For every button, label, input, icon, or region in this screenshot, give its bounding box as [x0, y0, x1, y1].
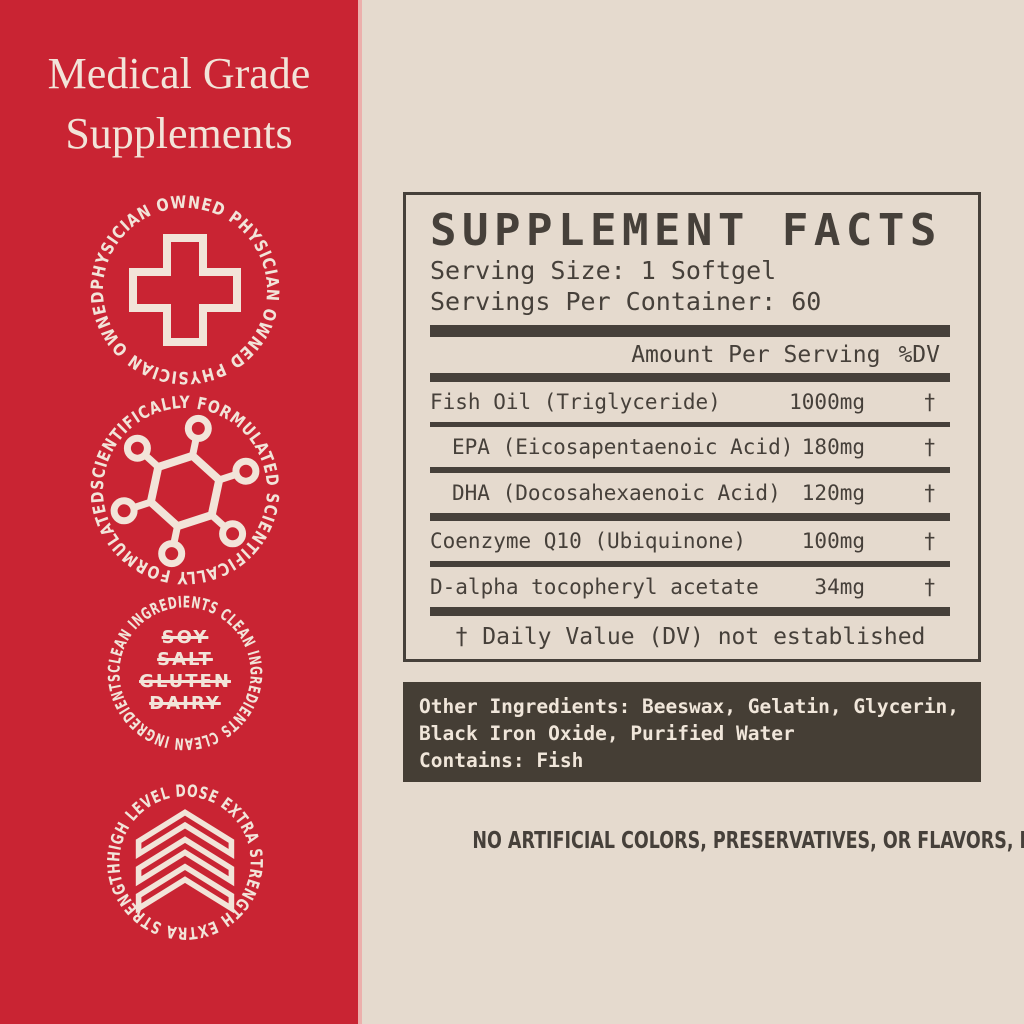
no-artificial-tagline: NO ARTIFICIAL COLORS, PRESERVATIVES, OR … [472, 828, 1024, 854]
panel-edge-divider [358, 0, 362, 1024]
ingredient-amount: 180mg [801, 435, 865, 459]
other-ingredients-box: Other Ingredients: Beeswax, Gelatin, Gly… [403, 682, 981, 782]
badge-clean-ingredients-svg: CLEAN INGREDIENTS CLEAN INGREDIENTS CLEA… [105, 593, 265, 753]
supplement-facts-title: SUPPLEMENT FACTS [430, 205, 942, 256]
excluded-salt: SALT [157, 649, 213, 670]
table-row-coq10: Coenzyme Q10 (Ubiquinone) 100mg † [430, 521, 950, 561]
ingredient-amount: 34mg [814, 575, 865, 599]
excluded-gluten: GLUTEN [139, 671, 231, 692]
medical-cross-icon [129, 234, 241, 346]
ingredient-dv: † [923, 575, 936, 599]
badge-clean-ingredients: CLEAN INGREDIENTS CLEAN INGREDIENTS CLEA… [105, 593, 265, 753]
ingredient-amount: 100mg [801, 529, 865, 553]
daily-value-footnote: † Daily Value (DV) not established [454, 623, 926, 650]
divider-bar [430, 422, 950, 427]
other-ingredients-line1: Other Ingredients: Beeswax, Gelatin, Gly… [419, 695, 960, 718]
ingredient-amount: 120mg [801, 481, 865, 505]
chevrons-up-icon [135, 809, 235, 914]
divider-bar-thick [430, 373, 950, 382]
amount-per-serving-header: Amount Per Serving %DV [430, 337, 950, 373]
table-row-fish-oil: Fish Oil (Triglyceride) 1000mg † [430, 382, 950, 422]
brand-title: Medical Grade Supplements [0, 44, 358, 164]
badge-physician-owned-ring: PHYSICIAN OWNED PHYSICIAN OWNED PHYSICIA… [88, 193, 282, 387]
ingredient-dv: † [923, 529, 936, 553]
ingredient-dv: † [923, 481, 936, 505]
divider-bar-thick [430, 325, 950, 337]
ingredient-amount: 1000mg [789, 390, 865, 414]
percent-dv-label: %DV [898, 342, 940, 368]
brand-title-line1: Medical Grade [47, 49, 311, 98]
ingredient-name: DHA (Docosahexaenoic Acid) [452, 481, 781, 505]
other-ingredients-line2: Black Iron Oxide, Purified Water [419, 722, 795, 745]
divider-bar-thick [430, 607, 950, 616]
supplement-facts-panel: SUPPLEMENT FACTS Serving Size: 1 Softgel… [403, 192, 981, 662]
brand-title-line2: Supplements [65, 109, 293, 158]
servings-per-container: Servings Per Container: 60 [430, 287, 822, 316]
label-content-column: SUPPLEMENT FACTS Serving Size: 1 Softgel… [362, 0, 1024, 1024]
amount-per-serving-label: Amount Per Serving [631, 342, 881, 368]
ingredient-dv: † [923, 435, 936, 459]
badge-physician-owned-svg: PHYSICIAN OWNED PHYSICIAN OWNED PHYSICIA… [88, 193, 282, 387]
strikethrough-word-list: SOY SALT GLUTEN DAIRY [105, 627, 265, 715]
ingredient-name: Fish Oil (Triglyceride) [430, 390, 721, 414]
ingredient-name: Coenzyme Q10 (Ubiquinone) [430, 529, 747, 553]
badge-physician-owned: PHYSICIAN OWNED PHYSICIAN OWNED PHYSICIA… [85, 190, 285, 390]
table-row-dha: DHA (Docosahexaenoic Acid) 120mg † [430, 473, 950, 513]
table-row-epa: EPA (Eicosapentaenoic Acid) 180mg † [430, 427, 950, 467]
badge-high-level-dose: HIGH LEVEL DOSE EXTRA STRENGTH EXTRA STR… [105, 782, 265, 942]
divider-bar [430, 467, 950, 473]
divider-bar [430, 561, 950, 567]
table-row-vitamin-e: D-alpha tocopheryl acetate 34mg † [430, 567, 950, 607]
ingredient-name: D-alpha tocopheryl acetate [430, 575, 759, 599]
other-ingredients-line3: Contains: Fish [419, 749, 584, 772]
ingredient-name: EPA (Eicosapentaenoic Acid) [452, 435, 794, 459]
badge-scientifically-formulated: SCIENTIFICALLY FORMULATED SCIENTIFICALLY… [85, 390, 285, 590]
badge-scientifically-formulated-ring: SCIENTIFICALLY FORMULATED SCIENTIFICALLY… [88, 393, 282, 587]
red-side-panel: Medical Grade Supplements PHYSICIAN OWNE… [0, 0, 358, 1024]
badge-high-level-dose-ring: HIGH LEVEL DOSE EXTRA STRENGTH EXTRA STR… [105, 782, 265, 942]
ingredient-dv: † [923, 390, 936, 414]
badge-high-level-dose-svg: HIGH LEVEL DOSE EXTRA STRENGTH EXTRA STR… [105, 782, 265, 942]
molecule-icon [110, 414, 260, 568]
divider-bar [430, 513, 950, 521]
badge-scientifically-formulated-svg: SCIENTIFICALLY FORMULATED SCIENTIFICALLY… [88, 393, 282, 587]
excluded-dairy: DAIRY [149, 693, 221, 714]
excluded-soy: SOY [161, 627, 209, 648]
serving-size: Serving Size: 1 Softgel [430, 256, 777, 285]
